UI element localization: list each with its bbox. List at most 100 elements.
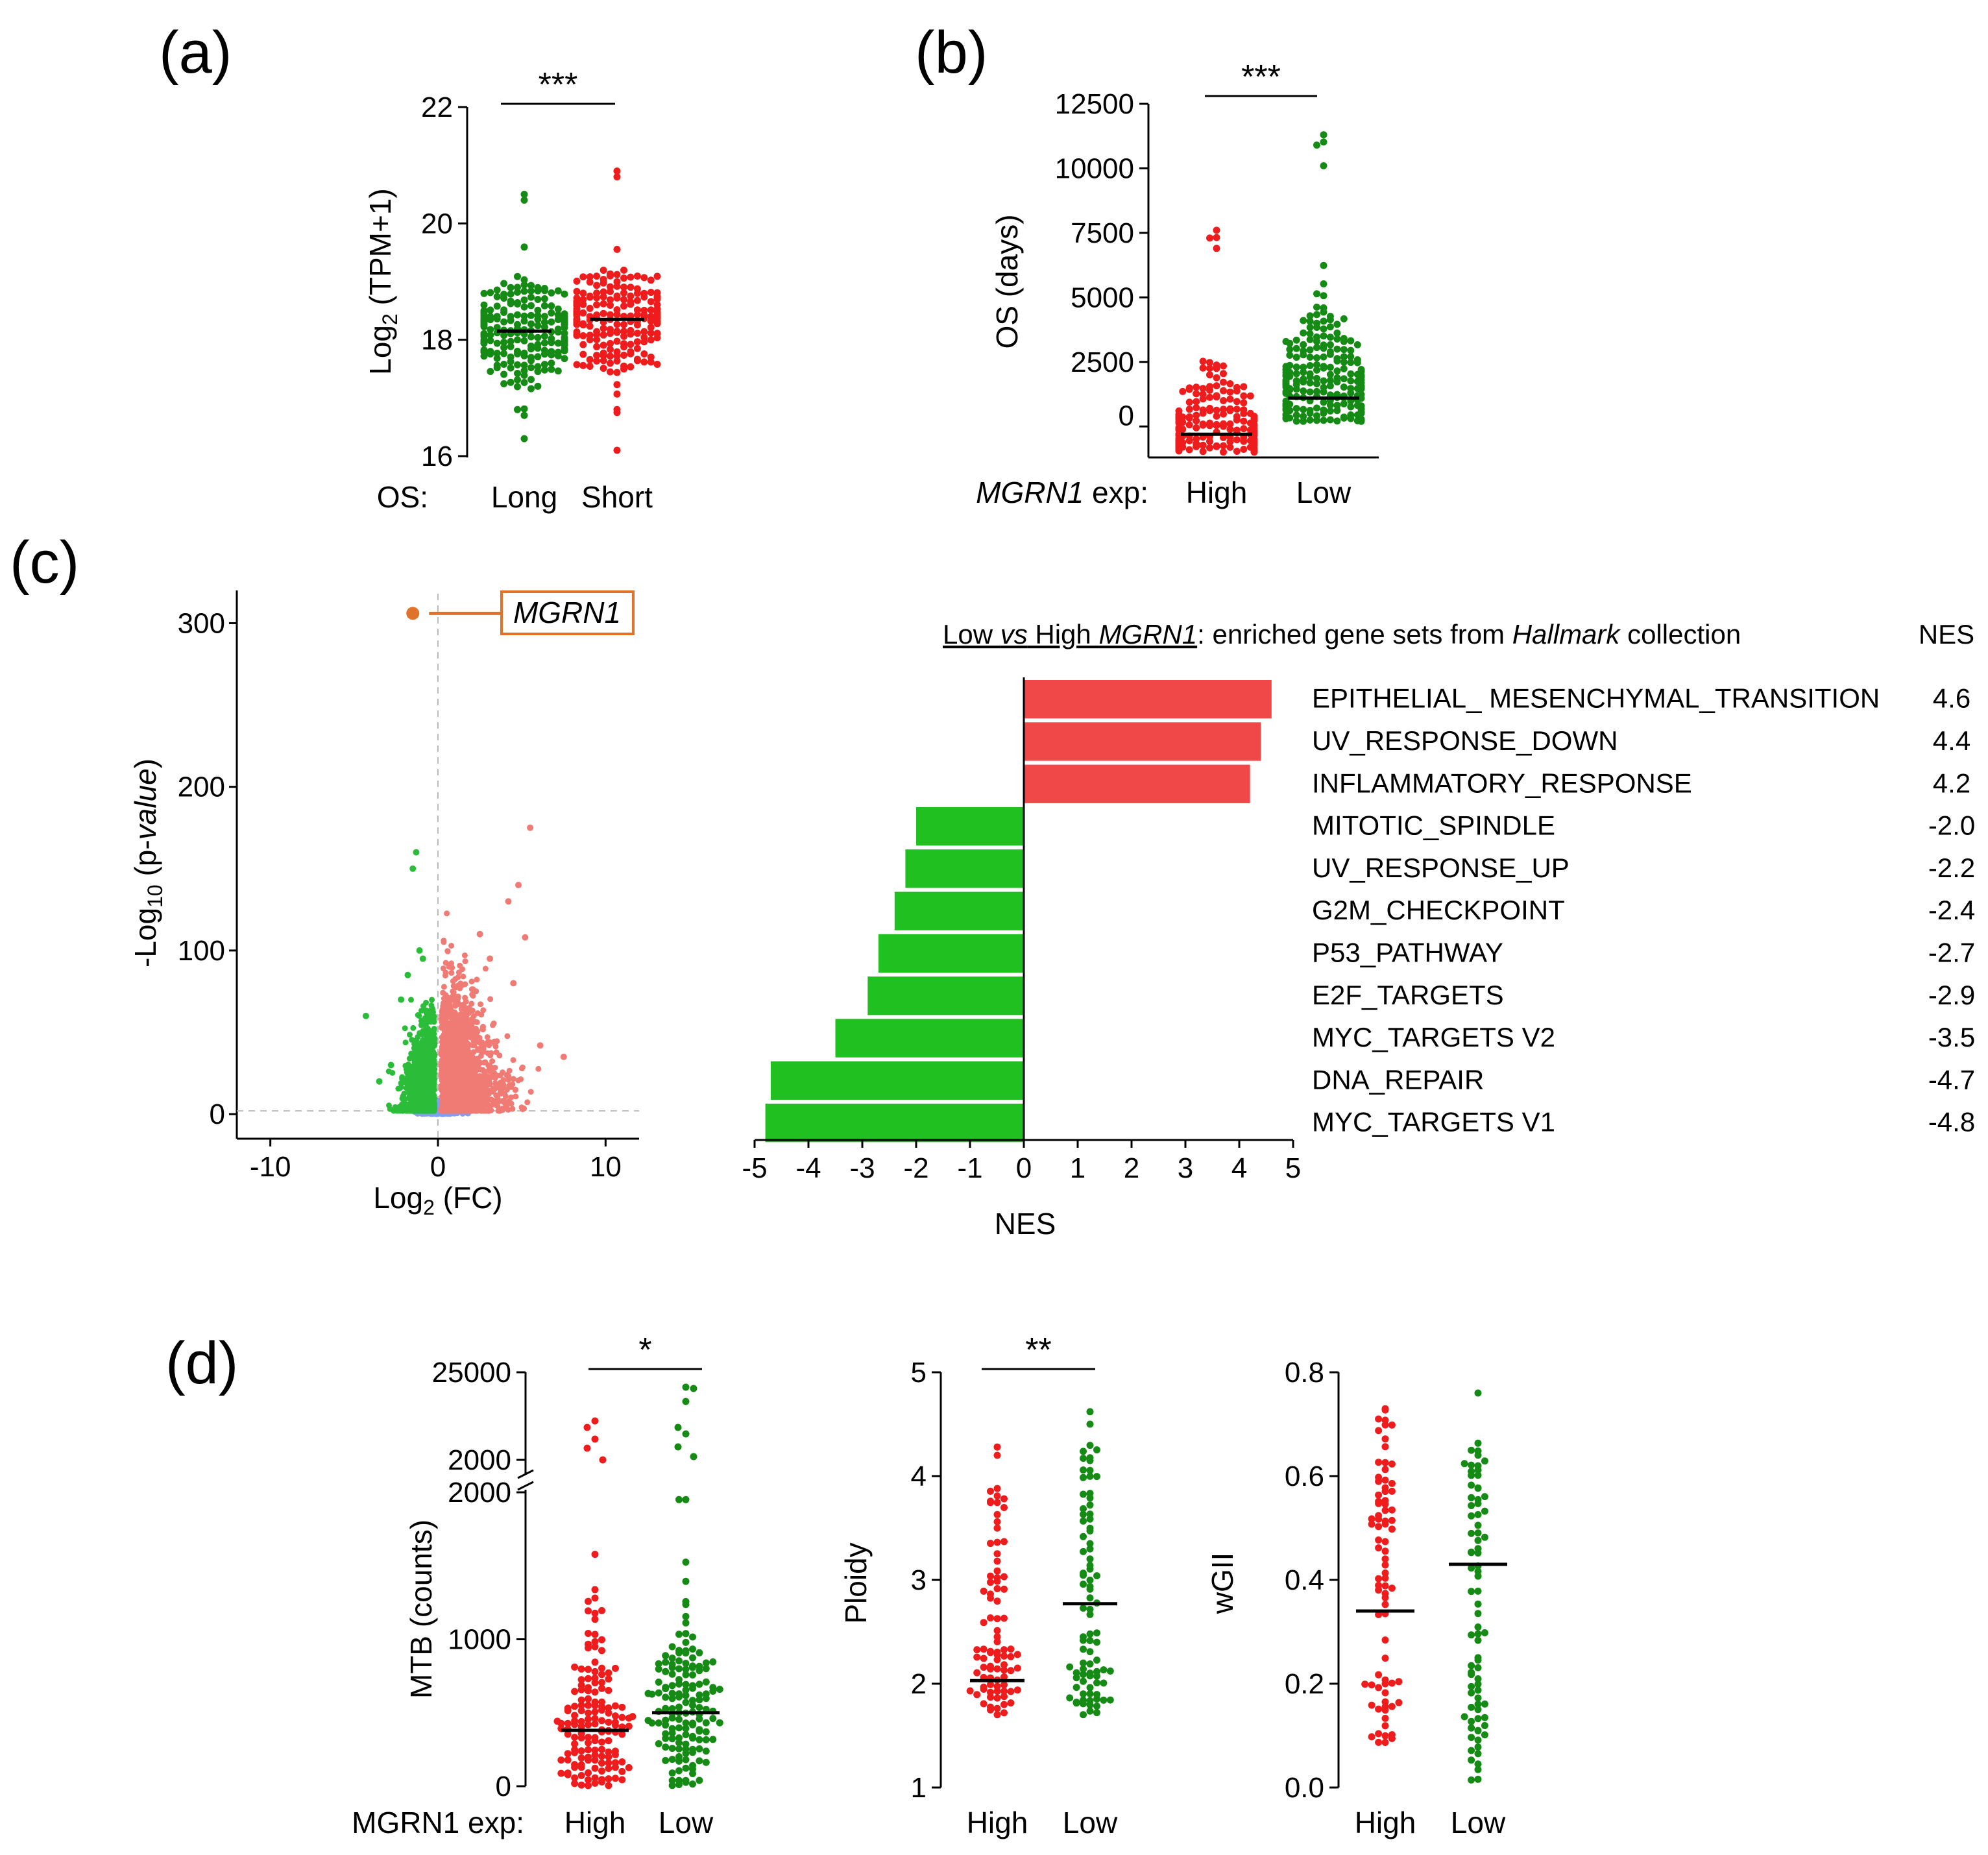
data-point xyxy=(993,1704,1001,1712)
data-point xyxy=(564,1756,572,1764)
data-point xyxy=(1381,1443,1389,1451)
data-point xyxy=(1093,1691,1100,1699)
data-point xyxy=(520,405,528,413)
data-point xyxy=(1481,1457,1488,1465)
data-point xyxy=(607,330,614,337)
data-point xyxy=(1347,359,1355,367)
data-point xyxy=(993,1656,1001,1664)
data-point xyxy=(682,1619,690,1627)
data-point xyxy=(593,301,601,309)
data-point xyxy=(633,338,641,346)
data-point xyxy=(1347,346,1355,354)
data-point xyxy=(668,1782,676,1789)
data-point xyxy=(505,1073,512,1080)
data-point xyxy=(987,1579,994,1586)
data-point xyxy=(450,1029,457,1036)
data-point xyxy=(416,1049,422,1055)
x-category-label: Low xyxy=(659,1806,714,1839)
data-point xyxy=(647,336,655,344)
data-point xyxy=(500,380,508,387)
data-point xyxy=(500,318,508,326)
data-point xyxy=(662,1734,670,1742)
data-point xyxy=(1381,1732,1389,1740)
data-point xyxy=(472,1089,479,1095)
data-point xyxy=(682,1671,690,1679)
data-point xyxy=(607,339,614,347)
data-point xyxy=(510,1057,516,1063)
data-point xyxy=(1313,290,1320,298)
data-point xyxy=(598,1717,605,1725)
data-point xyxy=(1080,1581,1087,1588)
data-point xyxy=(593,273,601,280)
data-point xyxy=(586,304,594,312)
data-point xyxy=(561,355,568,363)
data-point xyxy=(993,1633,1001,1641)
data-point xyxy=(481,1071,487,1077)
data-point xyxy=(1388,1703,1396,1710)
data-point xyxy=(653,301,661,309)
y-tick-label: 18 xyxy=(421,324,453,356)
data-point xyxy=(655,1689,662,1697)
data-point xyxy=(579,361,587,369)
data-point xyxy=(653,273,661,280)
data-point xyxy=(418,1017,424,1024)
data-point xyxy=(1240,417,1248,425)
data-point xyxy=(1381,1636,1389,1644)
data-point xyxy=(633,297,641,304)
bar xyxy=(765,1104,1024,1143)
data-point xyxy=(716,1686,723,1693)
gene-set-label: MITOTIC_SPINDLE xyxy=(1312,810,1555,841)
data-point xyxy=(993,1538,1001,1546)
data-point xyxy=(1381,1601,1389,1608)
data-point xyxy=(1313,387,1320,395)
data-point xyxy=(1461,1713,1468,1721)
data-point xyxy=(1340,346,1348,354)
y-axis-label: Ploidy xyxy=(839,1542,873,1623)
data-point xyxy=(682,1398,690,1405)
data-point xyxy=(413,849,420,856)
data-point xyxy=(418,1008,424,1014)
data-point xyxy=(662,1721,670,1729)
data-point xyxy=(1292,354,1300,361)
data-point xyxy=(561,290,568,298)
data-point xyxy=(987,1680,994,1688)
data-point xyxy=(1000,1701,1008,1708)
data-point xyxy=(1368,1681,1376,1689)
data-point xyxy=(668,1735,676,1743)
y-tick-label: 12500 xyxy=(1055,88,1134,120)
data-point xyxy=(1320,138,1327,146)
data-point xyxy=(607,296,614,304)
data-point xyxy=(1286,352,1294,359)
data-point xyxy=(444,1071,451,1077)
data-point xyxy=(1086,1408,1094,1416)
data-point xyxy=(716,1719,723,1727)
data-point xyxy=(682,1740,690,1748)
data-point xyxy=(474,1028,481,1035)
data-point xyxy=(1000,1538,1008,1546)
bar xyxy=(1024,680,1272,719)
data-point xyxy=(413,1097,420,1103)
data-point xyxy=(702,1747,710,1755)
data-point xyxy=(548,289,555,297)
data-point xyxy=(702,1758,710,1766)
data-point xyxy=(1381,1714,1389,1722)
data-point xyxy=(668,1690,676,1697)
data-point xyxy=(1368,1520,1376,1528)
data-point xyxy=(448,943,455,949)
data-point xyxy=(640,328,648,335)
data-point xyxy=(987,1662,994,1670)
x-category-label: Long xyxy=(491,480,557,514)
data-point xyxy=(500,350,508,358)
data-point xyxy=(1381,1435,1389,1443)
data-point xyxy=(1326,376,1334,384)
data-point xyxy=(1468,1512,1475,1520)
data-point xyxy=(527,311,535,319)
data-point xyxy=(613,278,621,285)
y-tick-label: 0.8 xyxy=(1285,1357,1324,1388)
data-point xyxy=(605,1718,612,1726)
data-point xyxy=(449,964,455,971)
data-point xyxy=(450,1086,457,1093)
y-tick-label: 0.0 xyxy=(1285,1772,1324,1804)
data-point xyxy=(1292,385,1300,393)
